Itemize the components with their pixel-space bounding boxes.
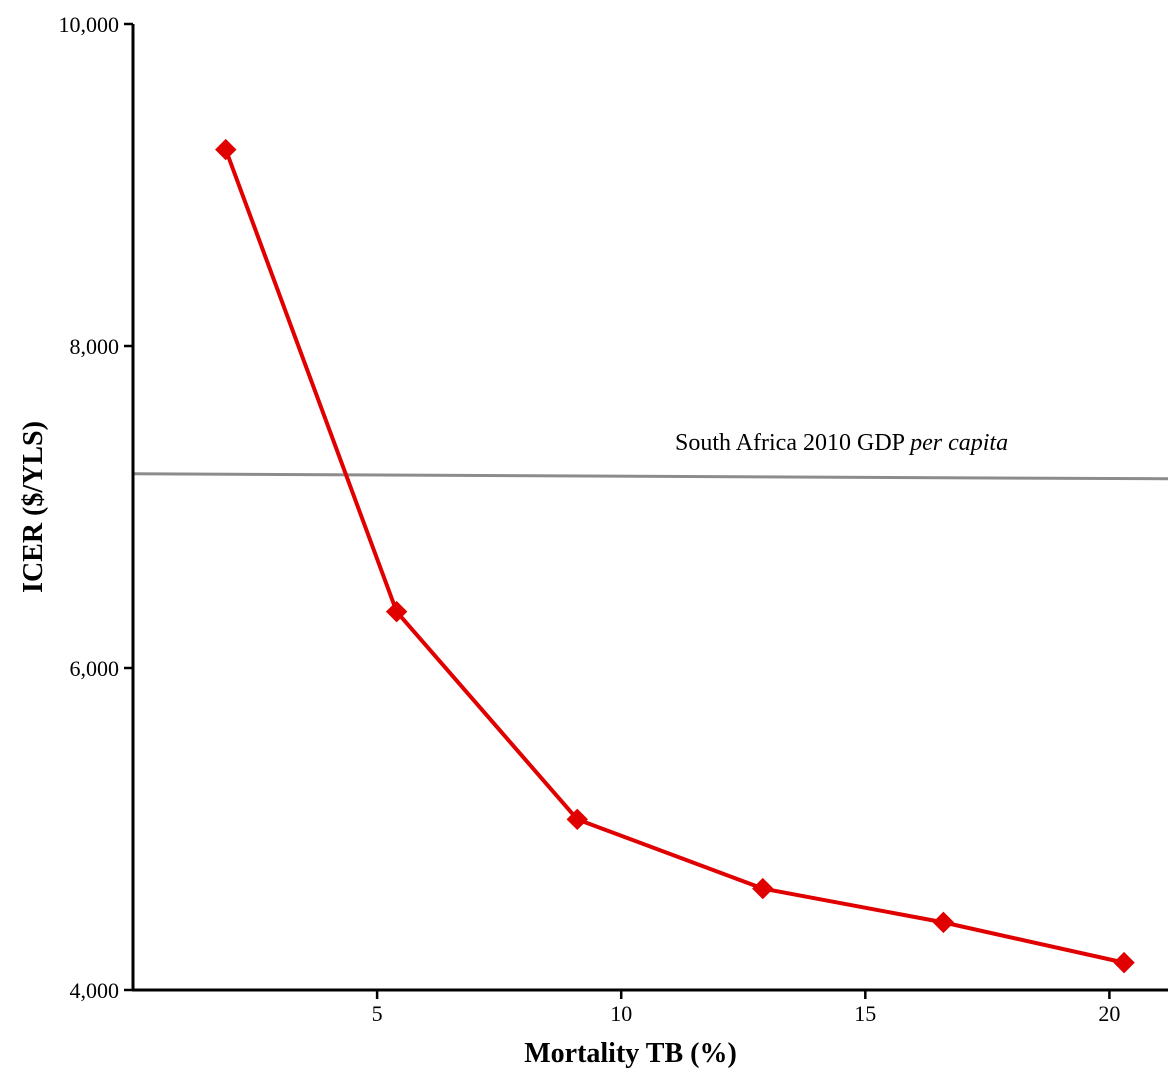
gdp-reference-line bbox=[132, 472, 1169, 481]
x-tick-label: 15 bbox=[854, 1001, 876, 1026]
data-point-marker bbox=[215, 138, 237, 161]
x-axis-title: Mortality TB (%) bbox=[524, 1038, 737, 1069]
data-point-marker bbox=[932, 911, 955, 934]
x-tick-label: 20 bbox=[1098, 1001, 1120, 1026]
axes: 4,000 6,000 8,000 10,000 5 10 15 20 bbox=[59, 12, 1168, 1026]
series-group bbox=[215, 138, 1135, 974]
data-point-marker bbox=[752, 877, 774, 900]
data-point-marker bbox=[385, 600, 408, 623]
y-tick-label: 8,000 bbox=[70, 334, 120, 359]
reference-line-group: South Africa 2010 GDP per capita bbox=[132, 430, 1169, 481]
y-tick-label: 6,000 bbox=[70, 656, 120, 681]
data-point-marker bbox=[1113, 951, 1135, 974]
y-ticks: 4,000 6,000 8,000 10,000 bbox=[59, 12, 133, 1003]
x-tick-label: 10 bbox=[610, 1001, 632, 1026]
gdp-reference-label: South Africa 2010 GDP per capita bbox=[675, 430, 1008, 456]
data-point-marker bbox=[566, 808, 588, 831]
x-ticks: 5 10 15 20 bbox=[372, 990, 1120, 1026]
series-line bbox=[223, 148, 1125, 965]
y-tick-label: 4,000 bbox=[70, 978, 120, 1003]
y-tick-label: 10,000 bbox=[59, 12, 120, 37]
x-tick-label: 5 bbox=[372, 1001, 383, 1026]
y-axis-title: ICER ($/YLS) bbox=[18, 421, 49, 593]
